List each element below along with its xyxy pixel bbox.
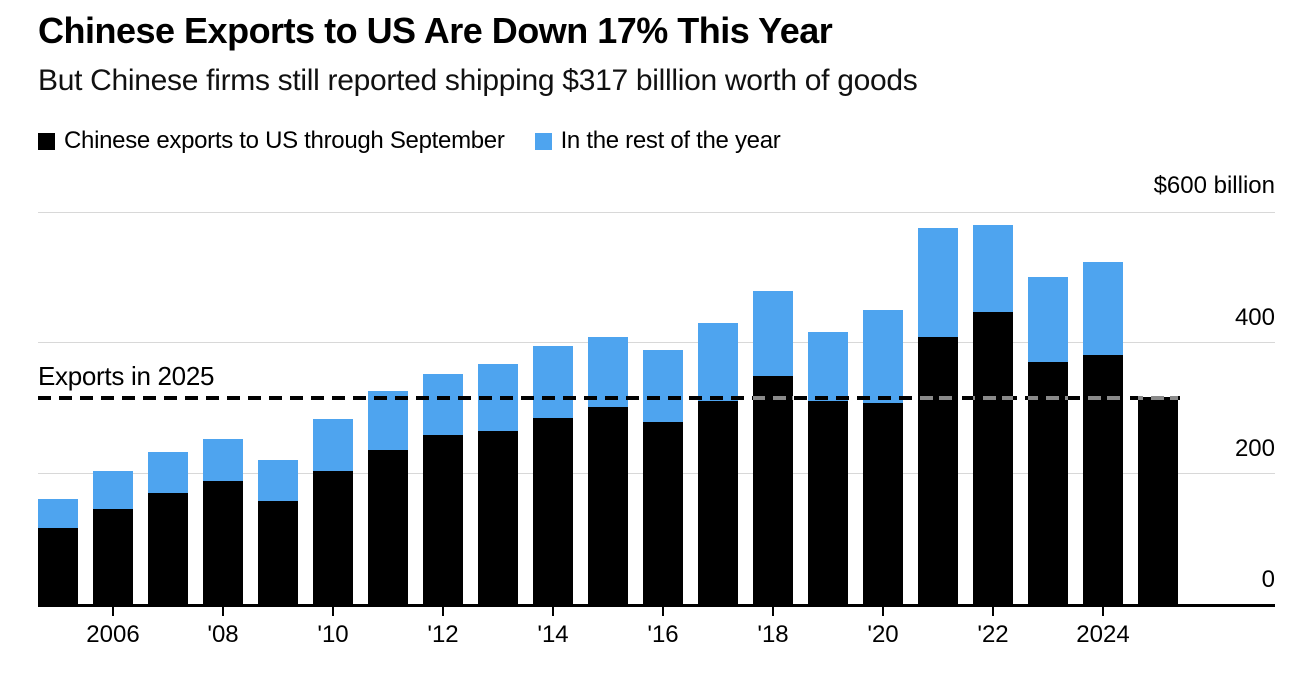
bar-segment-through-september-2015 bbox=[588, 407, 628, 604]
x-tick-2012 bbox=[442, 607, 444, 616]
bar-segment-rest-of-year-2008 bbox=[203, 439, 243, 481]
bar-segment-rest-of-year-2022 bbox=[973, 225, 1013, 312]
y-axis-label-200: 200 bbox=[1234, 435, 1275, 462]
dashed-line-segment-on-bar-2022 bbox=[973, 396, 1013, 400]
bar-segment-rest-of-year-2007 bbox=[148, 452, 188, 493]
bar-segment-through-september-2007 bbox=[148, 493, 188, 604]
legend-label-through-september: Chinese exports to US through September bbox=[64, 127, 505, 154]
dashed-line-segment-on-bar-2024 bbox=[1083, 396, 1123, 400]
x-tick-2014 bbox=[552, 607, 554, 616]
x-tick-label-2018: '18 bbox=[757, 621, 789, 648]
x-tick-label-2012: '12 bbox=[427, 621, 459, 648]
x-tick-label-2010: '10 bbox=[317, 621, 349, 648]
x-tick-2016 bbox=[662, 607, 664, 616]
chart-legend: Chinese exports to US through September … bbox=[38, 127, 781, 155]
y-axis-label-0: 0 bbox=[1261, 566, 1275, 593]
bar-segment-rest-of-year-2023 bbox=[1028, 277, 1068, 362]
dashed-line-segment-on-bar-2021 bbox=[918, 396, 958, 400]
legend-swatch-black-icon bbox=[38, 132, 55, 150]
x-tick-2024 bbox=[1102, 607, 1104, 616]
bar-segment-through-september-2019 bbox=[808, 401, 848, 604]
bar-segment-rest-of-year-2005 bbox=[38, 499, 78, 528]
y-axis-unit-label: $600 billion bbox=[1153, 172, 1275, 199]
bar-segment-through-september-2006 bbox=[93, 509, 133, 604]
x-tick-2020 bbox=[882, 607, 884, 616]
chart-title: Chinese Exports to US Are Down 17% This … bbox=[38, 10, 833, 51]
x-tick-2006 bbox=[112, 607, 114, 616]
x-tick-2022 bbox=[992, 607, 994, 616]
x-tick-2018 bbox=[772, 607, 774, 616]
bar-segment-through-september-2008 bbox=[203, 481, 243, 604]
bar-segment-through-september-2013 bbox=[478, 431, 518, 604]
bar-segment-rest-of-year-2010 bbox=[313, 419, 353, 471]
bar-segment-rest-of-year-2024 bbox=[1083, 262, 1123, 355]
x-tick-label-2014: '14 bbox=[537, 621, 569, 648]
bar-segment-through-september-2025 bbox=[1138, 397, 1178, 604]
bar-segment-through-september-2005 bbox=[38, 528, 78, 604]
x-tick-label-2020: '20 bbox=[867, 621, 899, 648]
bar-segment-through-september-2023 bbox=[1028, 362, 1068, 604]
gridline-600 bbox=[38, 212, 1275, 213]
bar-segment-through-september-2024 bbox=[1083, 355, 1123, 604]
bar-segment-through-september-2021 bbox=[918, 337, 958, 604]
bar-segment-rest-of-year-2006 bbox=[93, 471, 133, 509]
dashed-line-segment-on-bar-2025 bbox=[1138, 396, 1178, 400]
bar-segment-rest-of-year-2018 bbox=[753, 291, 793, 376]
chart-subtitle: But Chinese firms still reported shippin… bbox=[38, 64, 918, 97]
bar-segment-rest-of-year-2017 bbox=[698, 323, 738, 401]
bar-segment-through-september-2020 bbox=[863, 403, 903, 604]
legend-item-rest-of-year: In the rest of the year bbox=[534, 127, 781, 155]
bar-segment-through-september-2014 bbox=[533, 418, 573, 604]
y-axis-label-400: 400 bbox=[1234, 304, 1275, 331]
bar-segment-through-september-2017 bbox=[698, 401, 738, 604]
bar-segment-rest-of-year-2019 bbox=[808, 332, 848, 401]
bar-segment-rest-of-year-2014 bbox=[533, 346, 573, 418]
bar-segment-through-september-2009 bbox=[258, 501, 298, 604]
bar-segment-rest-of-year-2015 bbox=[588, 337, 628, 407]
reference-line-label: Exports in 2025 bbox=[38, 361, 215, 391]
bar-segment-rest-of-year-2009 bbox=[258, 460, 298, 501]
x-axis-line bbox=[38, 604, 1275, 607]
bar-segment-rest-of-year-2012 bbox=[423, 374, 463, 435]
legend-item-through-september: Chinese exports to US through September bbox=[38, 127, 505, 155]
bar-segment-through-september-2010 bbox=[313, 471, 353, 604]
legend-label-rest-of-year: In the rest of the year bbox=[560, 127, 781, 154]
x-tick-2008 bbox=[222, 607, 224, 616]
x-tick-label-2008: '08 bbox=[207, 621, 239, 648]
dashed-line-segment-on-bar-2023 bbox=[1028, 396, 1068, 400]
x-tick-2010 bbox=[332, 607, 334, 616]
bar-segment-rest-of-year-2016 bbox=[643, 350, 683, 422]
bar-segment-through-september-2022 bbox=[973, 312, 1013, 604]
x-tick-label-2022: '22 bbox=[977, 621, 1009, 648]
bar-segment-through-september-2011 bbox=[368, 450, 408, 604]
x-tick-label-2006: 2006 bbox=[86, 621, 140, 648]
bar-segment-through-september-2012 bbox=[423, 435, 463, 604]
bar-segment-rest-of-year-2021 bbox=[918, 228, 958, 337]
x-tick-label-2016: '16 bbox=[647, 621, 679, 648]
bar-segment-rest-of-year-2011 bbox=[368, 391, 408, 450]
x-tick-label-2024: 2024 bbox=[1076, 621, 1130, 648]
bar-segment-through-september-2018 bbox=[753, 376, 793, 604]
legend-swatch-blue-icon bbox=[534, 132, 552, 150]
dashed-line-segment-on-bar-2018 bbox=[753, 396, 793, 400]
bar-segment-through-september-2016 bbox=[643, 422, 683, 604]
bar-segment-rest-of-year-2020 bbox=[863, 310, 903, 403]
reference-dashed-line bbox=[38, 396, 1180, 400]
gridline-400 bbox=[38, 342, 1275, 343]
